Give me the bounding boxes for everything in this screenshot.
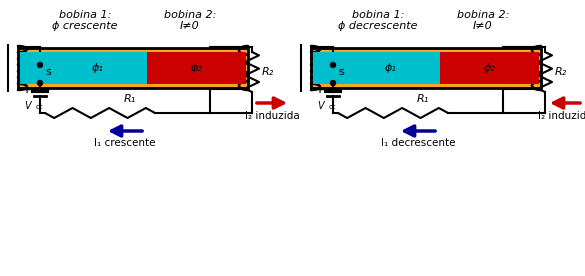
Bar [18,48,248,88]
Text: bobina 1:: bobina 1: [59,10,111,20]
Text: V: V [318,101,324,111]
Bar [440,52,539,84]
Text: V: V [25,101,31,111]
Text: I₂ induzida: I₂ induzida [538,111,585,121]
Text: R₁: R₁ [124,94,136,104]
Text: bobina 2:: bobina 2: [457,10,509,20]
Text: R₂: R₂ [555,67,567,77]
Text: cc: cc [36,104,44,110]
Text: s: s [45,67,51,77]
Text: bobina 1:: bobina 1: [352,10,404,20]
Text: I₂ induzida: I₂ induzida [245,111,300,121]
Text: R₁: R₁ [417,94,429,104]
Text: +: + [23,85,31,95]
Text: I≠0: I≠0 [180,21,200,31]
Bar [311,48,541,88]
Circle shape [331,62,336,68]
Text: ϕ₁: ϕ₁ [92,63,104,73]
Text: ϕ decrescente: ϕ decrescente [338,21,418,31]
Text: ϕ₂: ϕ₂ [483,63,495,73]
Text: I₁ decrescente: I₁ decrescente [381,138,455,148]
Circle shape [37,81,43,86]
Bar [20,52,147,84]
Circle shape [37,62,43,68]
Text: bobina 2:: bobina 2: [164,10,216,20]
Text: ϕ₁: ϕ₁ [385,63,397,73]
Text: ϕ crescente: ϕ crescente [52,21,118,31]
Text: +: + [316,85,324,95]
Text: cc: cc [329,104,337,110]
Text: ϕ₂: ϕ₂ [191,63,202,73]
Text: I≠0: I≠0 [473,21,493,31]
Text: R₂: R₂ [262,67,274,77]
Circle shape [331,81,336,86]
Text: I₁ crescente: I₁ crescente [94,138,156,148]
Bar [147,52,246,84]
Text: s: s [338,67,344,77]
Bar [313,52,440,84]
